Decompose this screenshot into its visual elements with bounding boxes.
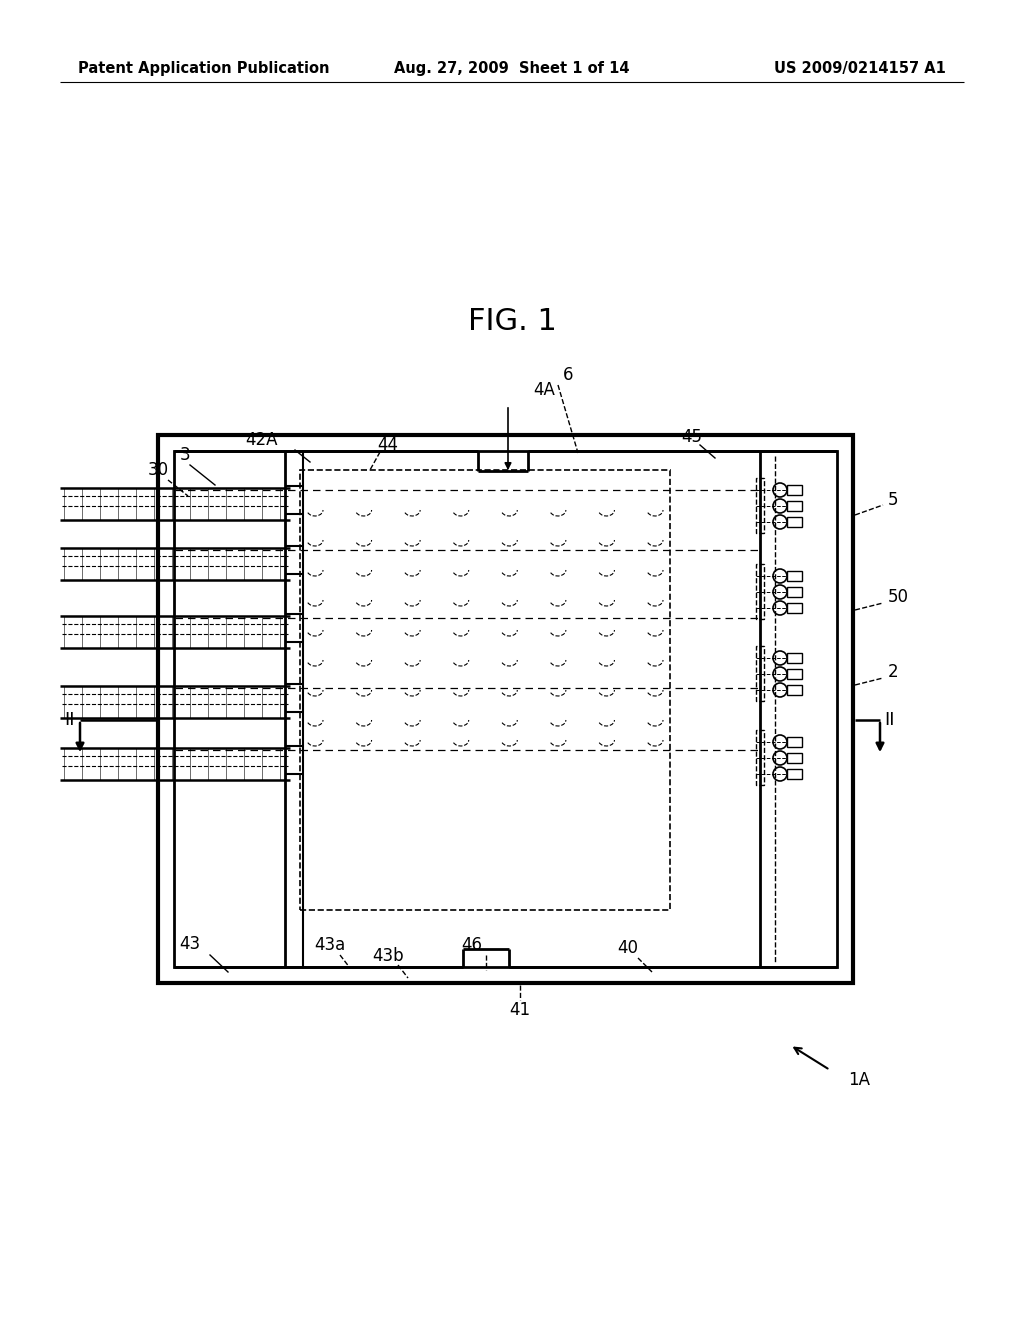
Bar [787,752,802,763]
Text: II: II [885,711,895,729]
Bar [174,451,837,968]
Text: 44: 44 [378,436,398,454]
Bar [787,587,802,597]
Text: 1A: 1A [848,1071,870,1089]
Text: US 2009/0214157 A1: US 2009/0214157 A1 [774,61,946,75]
Text: 41: 41 [509,1001,530,1019]
Text: 50: 50 [888,587,909,606]
Bar [787,653,802,663]
Text: 45: 45 [682,428,702,446]
Text: 6: 6 [563,366,573,384]
Text: 3: 3 [179,446,190,465]
Text: 5: 5 [888,491,898,510]
Bar [787,502,802,511]
Bar [756,564,764,619]
Text: 30: 30 [147,461,169,479]
Text: 4A: 4A [534,381,555,399]
Bar [756,730,764,785]
Bar [787,517,802,527]
Bar [787,685,802,696]
Bar [787,669,802,678]
Text: 40: 40 [617,939,639,957]
Bar [756,478,764,533]
Bar [158,436,853,983]
Bar [787,572,802,581]
Text: 43: 43 [179,935,200,953]
Text: Aug. 27, 2009  Sheet 1 of 14: Aug. 27, 2009 Sheet 1 of 14 [394,61,630,75]
Text: 2: 2 [888,663,899,681]
Text: Patent Application Publication: Patent Application Publication [78,61,330,75]
Text: FIG. 1: FIG. 1 [468,308,556,337]
Bar [787,603,802,612]
Bar [787,737,802,747]
Text: 46: 46 [462,936,482,954]
Bar [787,770,802,779]
Text: 43a: 43a [314,936,346,954]
Bar [756,645,764,701]
Bar [300,470,670,909]
Text: 43b: 43b [372,946,403,965]
Text: II: II [65,711,75,729]
Bar [787,484,802,495]
Text: 42A: 42A [246,432,278,449]
